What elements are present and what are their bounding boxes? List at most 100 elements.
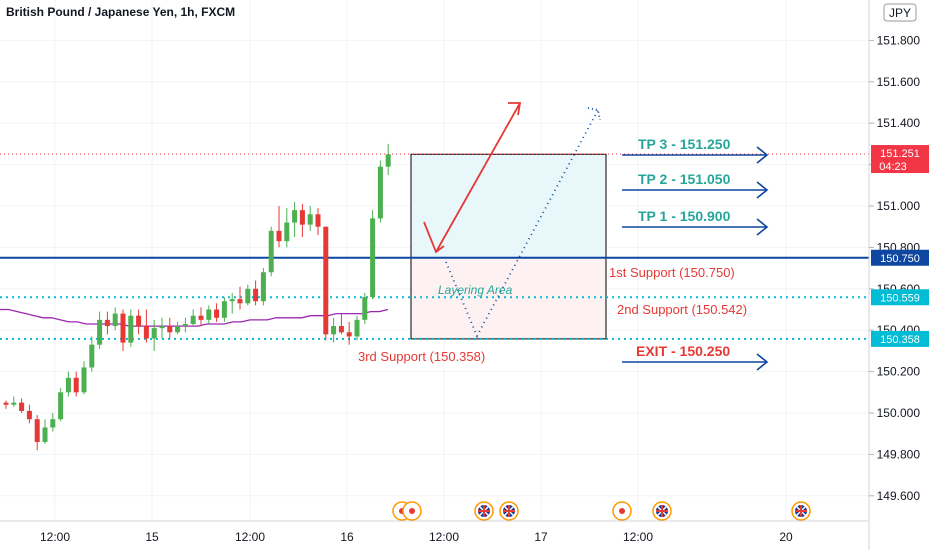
- candle-body[interactable]: [143, 326, 149, 339]
- bullish-path-arrow: [435, 102, 521, 253]
- candle-layer[interactable]: [3, 143, 391, 451]
- jp-event-icon[interactable]: [612, 501, 632, 521]
- candle-body[interactable]: [260, 272, 266, 302]
- levels-layer: [0, 153, 869, 340]
- candle-body[interactable]: [276, 230, 282, 242]
- price-tick-label: 151.800: [877, 33, 921, 47]
- candle-body[interactable]: [338, 326, 344, 333]
- price-tick-label: 149.600: [877, 489, 921, 503]
- candle-body[interactable]: [112, 313, 118, 327]
- candle-body[interactable]: [315, 214, 321, 227]
- jp-event-icon[interactable]: [402, 501, 422, 521]
- exit-arrow-head: [756, 353, 769, 371]
- candle-body[interactable]: [385, 154, 391, 167]
- currency-badge[interactable]: JPY: [883, 3, 917, 22]
- candle-body[interactable]: [245, 288, 251, 304]
- candle-body[interactable]: [229, 299, 235, 302]
- candle-body[interactable]: [159, 326, 165, 329]
- candle-body[interactable]: [362, 297, 368, 320]
- candle-body[interactable]: [97, 319, 103, 345]
- candle-body[interactable]: [120, 313, 126, 343]
- candle-body[interactable]: [34, 419, 40, 442]
- candle-body[interactable]: [104, 319, 110, 327]
- target-label-2: TP 2 - 151.050: [638, 171, 731, 187]
- profit-zone: [410, 153, 607, 259]
- candle-body[interactable]: [58, 392, 64, 420]
- uk-flag-icon[interactable]: [499, 501, 519, 521]
- price-tick-label: 149.800: [877, 447, 921, 461]
- grid-layer: [0, 0, 869, 521]
- time-tick-label: 12:00: [623, 530, 653, 544]
- arrows-layer: [423, 102, 601, 339]
- time-tick-label: 17: [534, 530, 548, 544]
- candle-body[interactable]: [19, 402, 25, 411]
- candle-body[interactable]: [136, 315, 142, 327]
- candle-body[interactable]: [284, 222, 290, 242]
- time-axis[interactable]: 12:00 15 12:00 16 12:00 17 12:00 20: [40, 530, 793, 544]
- candle-body[interactable]: [307, 214, 313, 225]
- candle-body[interactable]: [182, 323, 188, 327]
- candle-body[interactable]: [50, 419, 56, 428]
- target-arrow-head: [756, 218, 769, 236]
- candle-body[interactable]: [81, 367, 87, 393]
- candle-body[interactable]: [73, 377, 79, 393]
- time-tick-label: 15: [145, 530, 159, 544]
- price-label-box: [871, 289, 929, 306]
- price-tick-label: 150.200: [877, 365, 921, 379]
- exit-label: EXIT - 150.250: [636, 343, 730, 359]
- layering-arrow-head: [587, 107, 601, 121]
- candle-body[interactable]: [65, 377, 71, 393]
- candle-body[interactable]: [221, 301, 227, 318]
- candle-body[interactable]: [151, 328, 157, 339]
- chart-title: British Pound / Japanese Yen, 1h, FXCM: [6, 5, 235, 19]
- candle-body[interactable]: [206, 309, 212, 320]
- candle-body[interactable]: [42, 427, 48, 442]
- candle-body[interactable]: [3, 402, 9, 405]
- target-label-1: TP 3 - 151.250: [638, 136, 731, 152]
- candle-body[interactable]: [370, 218, 376, 298]
- candle-body[interactable]: [11, 402, 17, 405]
- candle-body[interactable]: [323, 226, 329, 335]
- bullish-arrow-head: [508, 102, 522, 116]
- price-label-box: [871, 330, 929, 347]
- currency-badge-label: JPY: [889, 6, 911, 20]
- target-label-3: TP 1 - 150.900: [638, 208, 731, 224]
- candle-body[interactable]: [377, 166, 383, 219]
- candle-body[interactable]: [331, 326, 337, 335]
- loss-zone: [410, 257, 607, 340]
- support-3-label: 3rd Support (150.358): [358, 349, 485, 364]
- uk-flag-icon[interactable]: [474, 501, 494, 521]
- candle-body[interactable]: [346, 332, 352, 337]
- candle-body[interactable]: [268, 230, 274, 273]
- target-arrow-head: [756, 181, 769, 199]
- target-arrow-head: [756, 146, 769, 164]
- candle-body[interactable]: [26, 410, 32, 420]
- candle-body[interactable]: [89, 344, 95, 368]
- price-label-text: 150.559: [880, 292, 920, 304]
- candle-body[interactable]: [190, 315, 196, 324]
- uk-flag-icon[interactable]: [791, 501, 811, 521]
- time-tick-label: 16: [340, 530, 354, 544]
- candle-body[interactable]: [214, 309, 220, 318]
- candle-body[interactable]: [167, 326, 173, 333]
- price-tick-label: 150.000: [877, 406, 921, 420]
- time-tick-label: 12:00: [235, 530, 265, 544]
- candle-body[interactable]: [354, 319, 360, 337]
- layering-path-dotted: [445, 109, 599, 339]
- support-2-label: 2nd Support (150.542): [617, 302, 747, 317]
- candle-body[interactable]: [175, 326, 181, 333]
- uk-flag-icon[interactable]: [652, 501, 672, 521]
- candle-body[interactable]: [237, 299, 243, 304]
- current-price-box: [871, 145, 929, 174]
- candle-body[interactable]: [198, 315, 204, 320]
- events-layer[interactable]: [392, 501, 811, 521]
- time-tick-label: 12:00: [40, 530, 70, 544]
- candle-body[interactable]: [299, 210, 305, 225]
- candle-body[interactable]: [292, 210, 298, 223]
- candle-body[interactable]: [253, 288, 259, 302]
- layering-area-label: Layering Area: [438, 283, 513, 297]
- candle-body[interactable]: [128, 315, 134, 343]
